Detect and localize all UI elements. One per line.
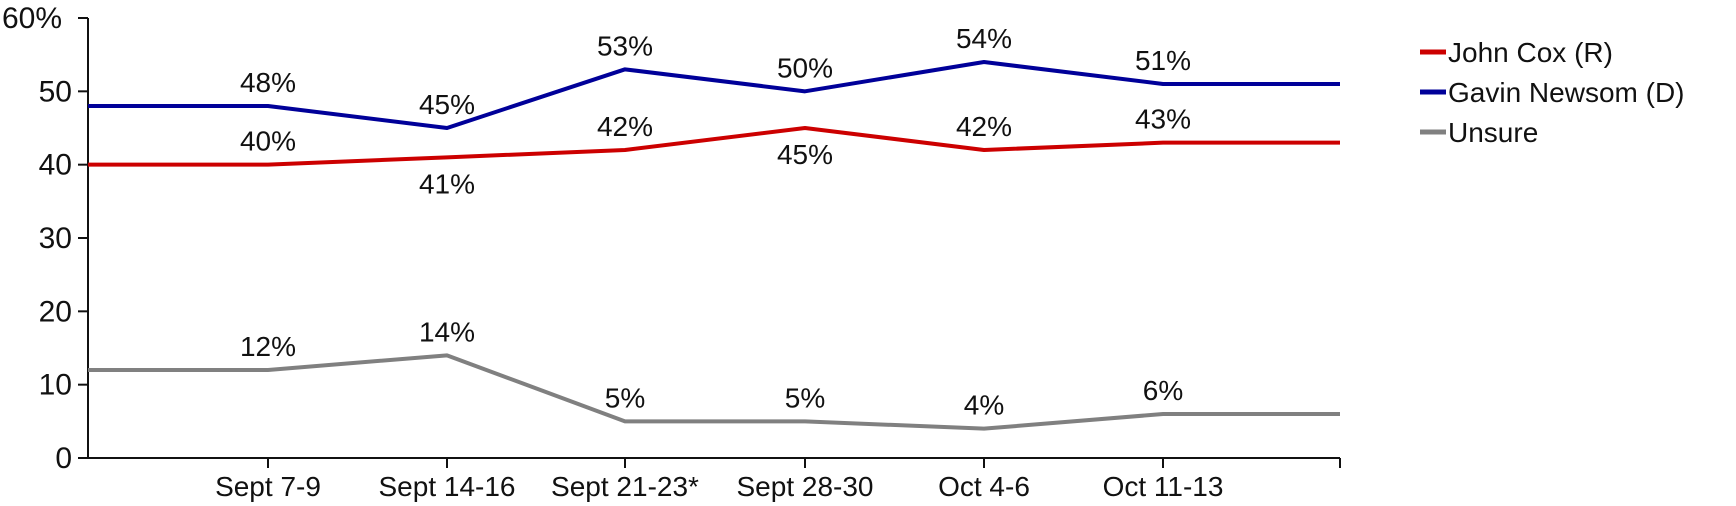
data-label: 12% [240,331,296,362]
data-label: 48% [240,67,296,98]
data-label: 5% [785,382,825,413]
series-line [88,126,1340,167]
data-label: 43% [1135,104,1191,135]
data-label: 54% [956,23,1012,54]
legend-label: Unsure [1448,117,1538,148]
legend-label: Gavin Newsom (D) [1448,77,1684,108]
y-tick-label: 50 [39,75,72,108]
x-tick-label: Sept 21-23* [551,471,699,502]
data-label: 6% [1143,375,1183,406]
data-label: 45% [777,139,833,170]
data-label: 42% [597,111,653,142]
data-label: 51% [1135,45,1191,76]
x-tick-label: Oct 4-6 [938,471,1030,502]
x-tick-label: Sept 28-30 [737,471,874,502]
y-tick-label: 30 [39,222,72,255]
data-label: 40% [240,126,296,157]
x-tick-label: Sept 14-16 [379,471,516,502]
data-label: 4% [964,390,1004,421]
y-tick-label: 20 [39,295,72,328]
x-tick-label: Sept 7-9 [215,471,321,502]
y-tick-label: 10 [39,369,72,402]
data-label: 45% [419,89,475,120]
y-tick-label: 40 [39,149,72,182]
y-tick-label: 60% [2,2,62,35]
legend-label: John Cox (R) [1448,37,1613,68]
x-tick-label: Oct 11-13 [1103,471,1224,502]
data-label: 5% [605,382,645,413]
data-label: 53% [597,30,653,61]
series-line [88,60,1340,130]
data-label: 41% [419,168,475,199]
data-label: 14% [419,316,475,347]
data-label: 42% [956,111,1012,142]
series-line [88,353,1340,431]
data-label: 50% [777,52,833,83]
y-tick-label: 0 [55,442,72,475]
